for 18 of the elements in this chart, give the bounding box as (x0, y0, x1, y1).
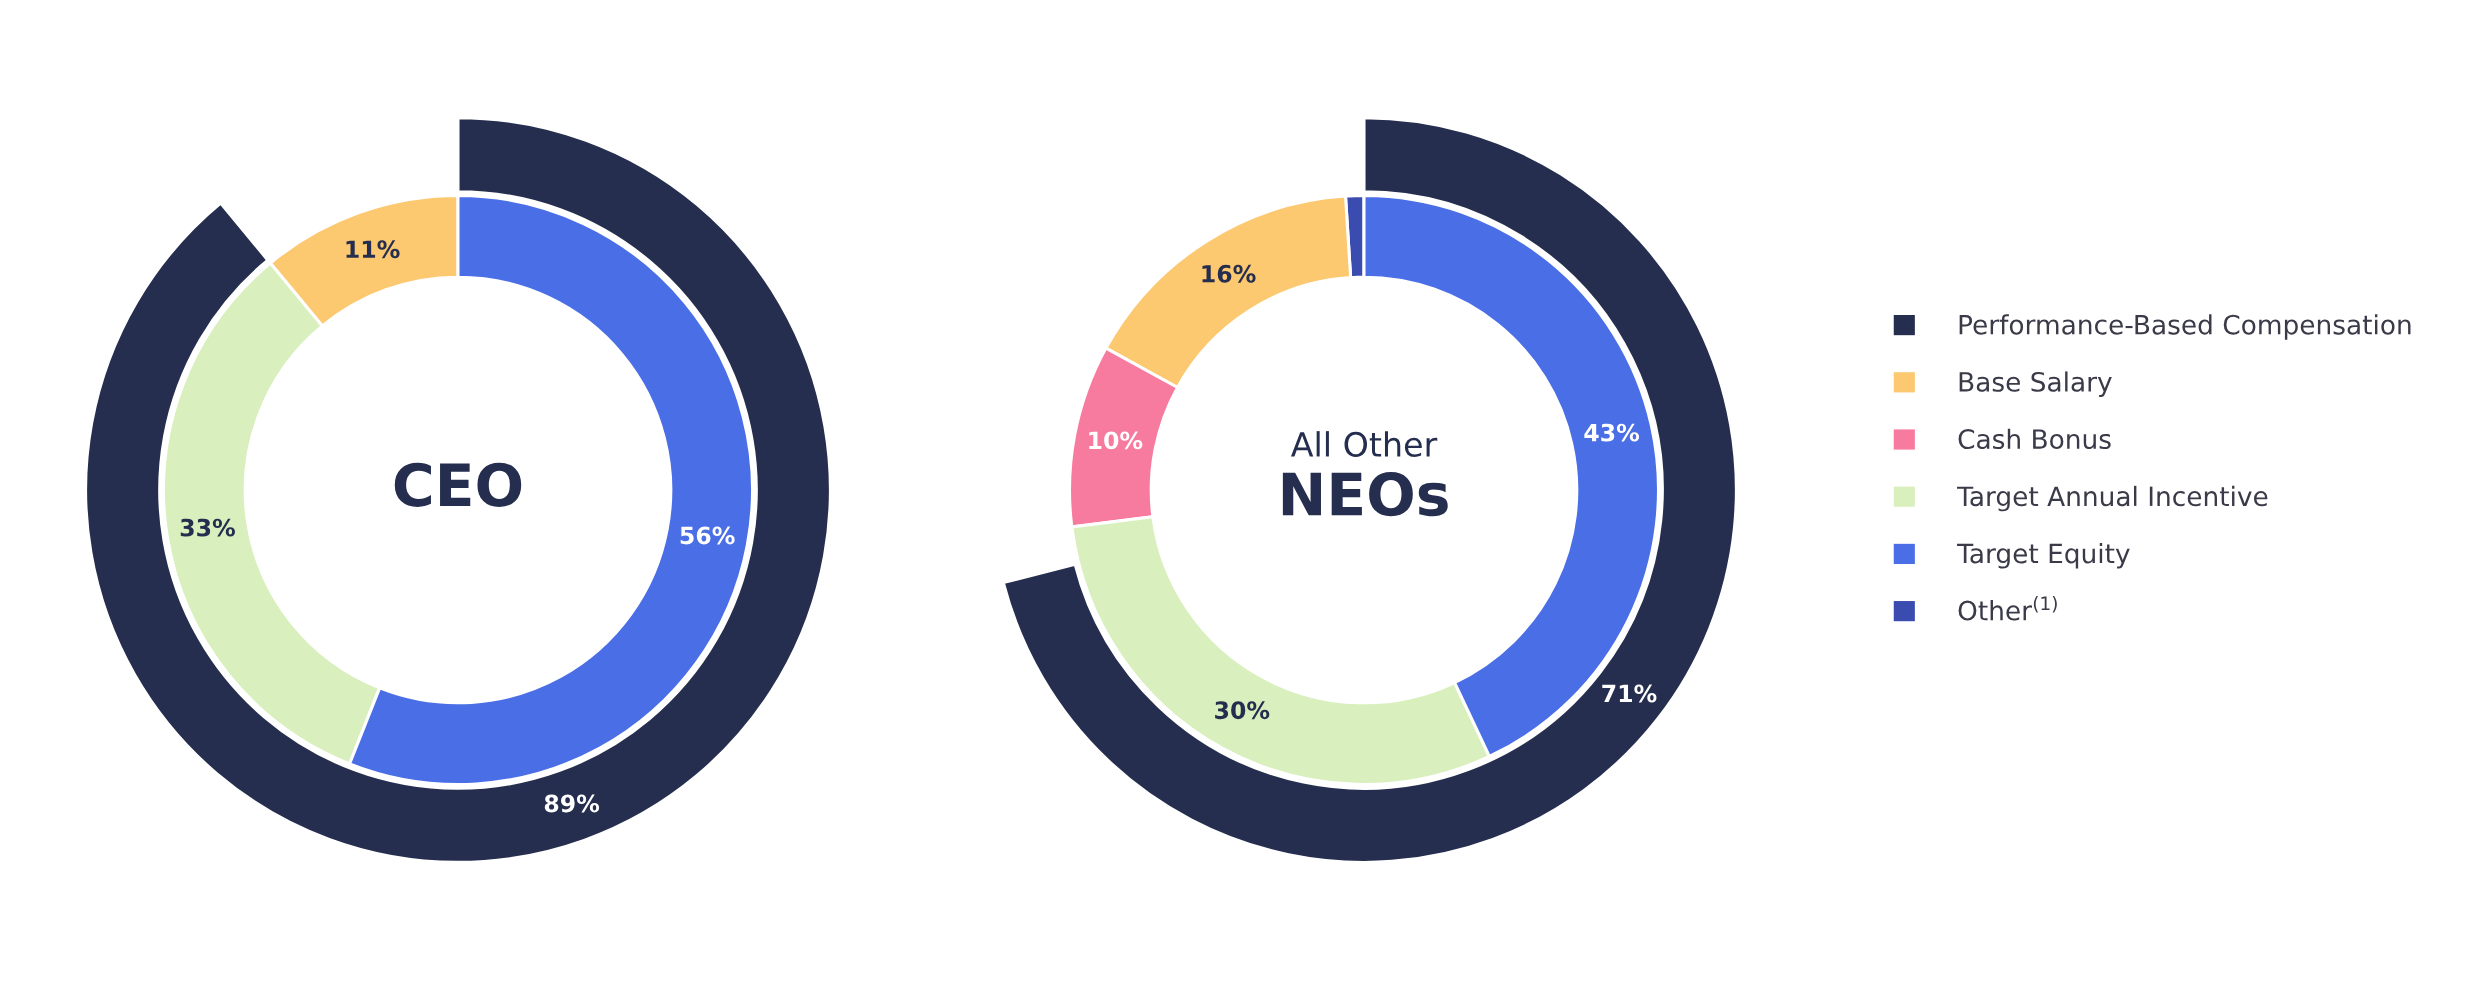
data-label: 71% (1602, 684, 1657, 703)
data-label: 89% (544, 794, 600, 813)
legend-label: Cash Bonus (1958, 428, 2111, 450)
legend-label: Target Annual Incentive (1957, 485, 2268, 512)
data-label: 30% (1215, 701, 1270, 720)
legend-label: Base Salary (1959, 371, 2112, 397)
legend-label: Performance-Based Compensation (1959, 314, 2411, 340)
data-label: 43% (1584, 423, 1640, 442)
legend-label: Target Equity (1957, 543, 2130, 569)
data-label: 33% (180, 518, 235, 537)
legend-label: Other$^{(1)}$ (1958, 596, 2057, 621)
text: All Other (1290, 431, 1438, 457)
data-label: 16% (1202, 264, 1256, 283)
data-label: 10% (1089, 431, 1143, 450)
text: NEOs (1282, 472, 1448, 517)
text: CEO (394, 462, 522, 507)
data-label: 56% (680, 526, 735, 545)
data-label: 11% (346, 240, 400, 259)
